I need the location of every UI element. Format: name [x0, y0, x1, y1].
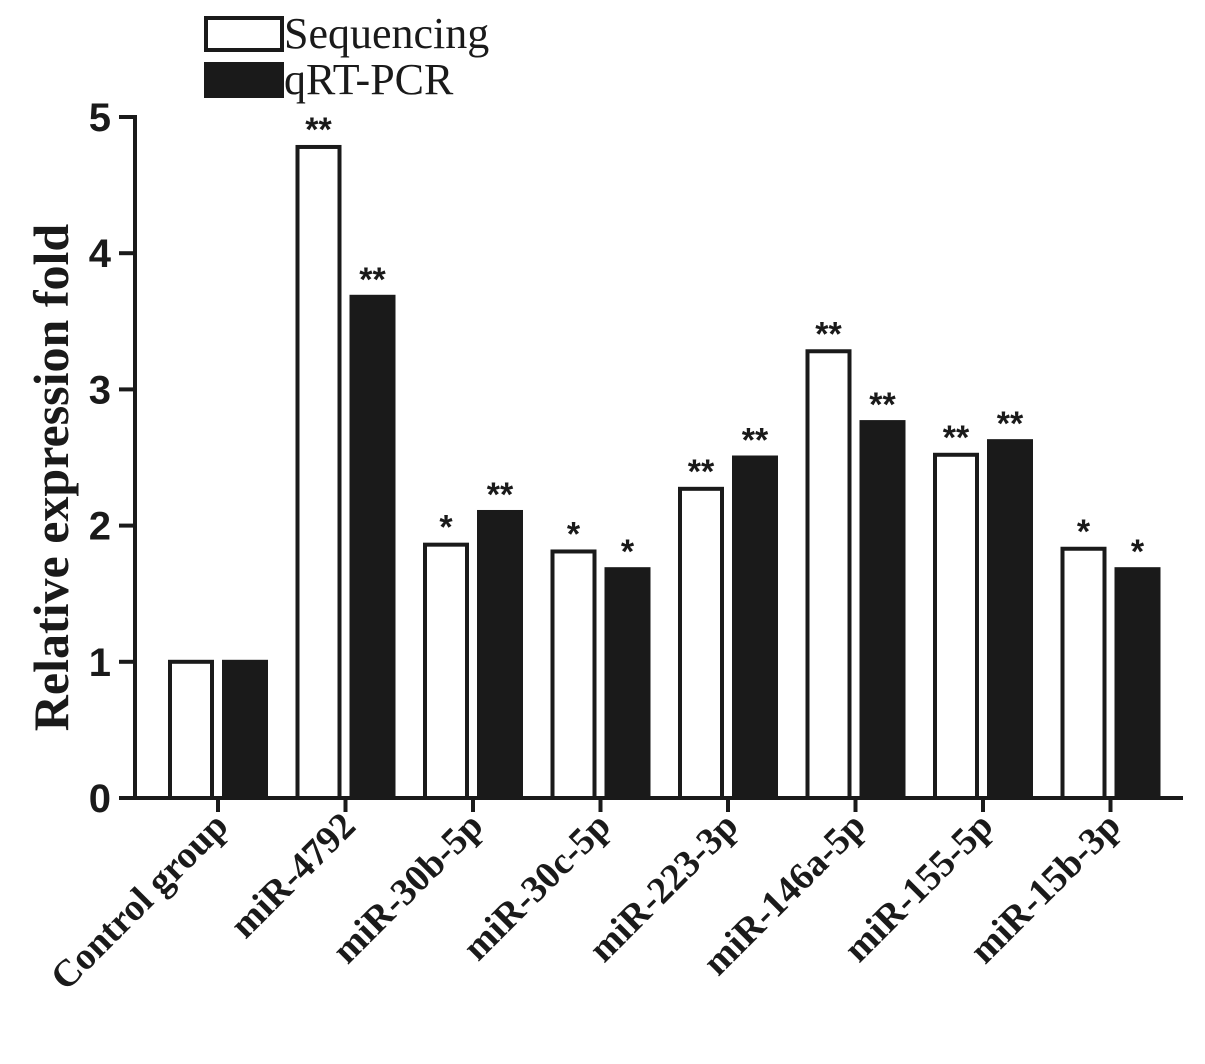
legend-label-qrt-pcr: qRT-PCR	[284, 55, 454, 104]
significance-marker: **	[305, 111, 332, 149]
y-tick-label: 0	[89, 777, 111, 821]
bar-sequencing	[423, 542, 469, 801]
y-tick-label: 4	[89, 232, 112, 276]
significance-marker: *	[1131, 533, 1145, 571]
y-tick-label: 1	[89, 641, 111, 685]
bar-sequencing	[295, 144, 342, 801]
bar-qrt-pcr	[222, 659, 268, 800]
bar-sequencing	[550, 549, 597, 801]
significance-marker: **	[997, 405, 1024, 443]
bar-sequencing	[168, 659, 214, 800]
bar-qrt-pcr	[604, 567, 651, 801]
legend-swatch-qrt-pcr	[204, 62, 284, 98]
bar-qrt-pcr	[349, 294, 396, 800]
significance-marker: **	[688, 453, 715, 491]
y-tick-label: 2	[89, 505, 111, 549]
significance-marker: **	[869, 386, 896, 424]
significance-marker: **	[742, 422, 769, 460]
significance-marker: **	[487, 476, 514, 514]
bar-sequencing	[1060, 546, 1107, 801]
significance-marker: *	[621, 533, 635, 571]
bar-qrt-pcr	[987, 439, 1033, 800]
significance-marker: **	[815, 315, 842, 353]
bar-qrt-pcr	[477, 509, 523, 800]
significance-marker: **	[359, 261, 386, 299]
significance-marker: *	[567, 515, 581, 553]
significance-marker: *	[1077, 513, 1091, 551]
legend-swatch-sequencing	[204, 16, 284, 52]
significance-marker: **	[943, 419, 970, 457]
bar-sequencing	[933, 452, 979, 800]
y-tick-label: 5	[89, 96, 111, 140]
legend-label-sequencing: Sequencing	[284, 9, 489, 58]
bar-qrt-pcr	[859, 420, 906, 800]
bar-sequencing	[678, 486, 724, 800]
x-tick-label: Control group	[43, 805, 237, 999]
bar-qrt-pcr	[732, 455, 778, 800]
y-axis-label: Relative expression fold	[23, 224, 79, 732]
bar-qrt-pcr	[1114, 567, 1161, 801]
significance-marker: *	[439, 509, 453, 547]
y-tick-label: 3	[89, 368, 111, 412]
bar-sequencing	[805, 349, 852, 800]
